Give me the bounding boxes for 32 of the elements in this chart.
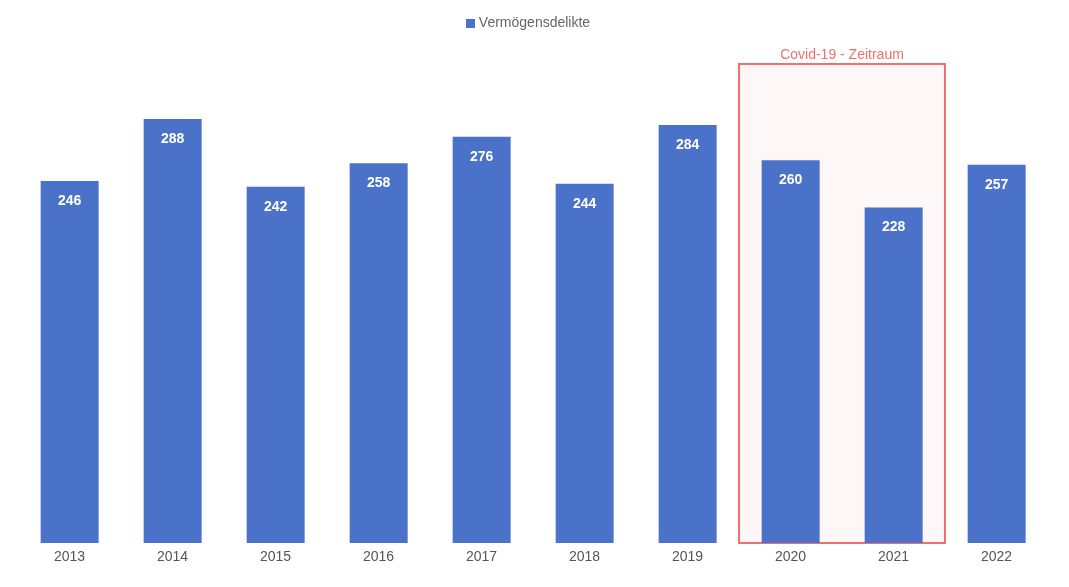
x-tick-label: 2020 [774,547,807,564]
x-tick-label: 2018 [568,547,601,564]
x-tick-label: 2016 [362,547,395,564]
bar [864,207,923,543]
data-label: 276 [469,147,494,164]
data-label: 288 [160,130,185,147]
bar [658,124,717,543]
bar [246,186,305,543]
x-tick-label: 2014 [156,547,189,564]
x-tick-label: 2021 [877,547,910,564]
bar [967,164,1026,543]
data-label: 257 [984,175,1009,192]
band-label: Covid-19 - Zeitraum [780,46,904,62]
bar [349,163,408,543]
data-label: 284 [675,135,700,152]
data-label: 260 [778,171,803,188]
legend-label: Vermögensdelikte [478,14,591,30]
data-label: 244 [572,194,597,211]
x-tick-label: 2015 [259,547,292,564]
data-label: 258 [366,174,391,191]
bar [40,180,99,543]
bar [452,136,511,543]
data-label: 242 [263,197,288,214]
data-label: 246 [57,191,82,208]
bar [555,183,614,543]
x-tick-label: 2022 [980,547,1013,564]
x-tick-label: 2013 [53,547,86,564]
bar [143,119,202,543]
x-tick-label: 2019 [671,547,704,564]
bar [761,160,820,543]
data-label: 228 [881,218,906,235]
x-tick-label: 2017 [465,547,498,564]
